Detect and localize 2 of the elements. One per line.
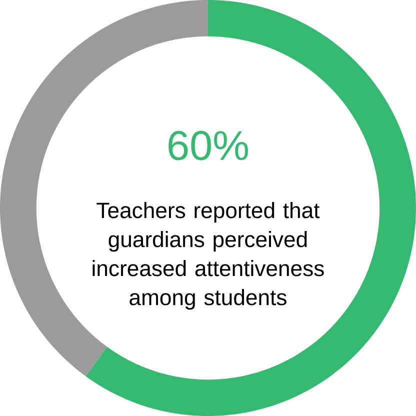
text: 60%	[168, 130, 248, 160]
text: Teachers reported that guardians perceived increased attentiveness among students	[92, 202, 324, 310]
